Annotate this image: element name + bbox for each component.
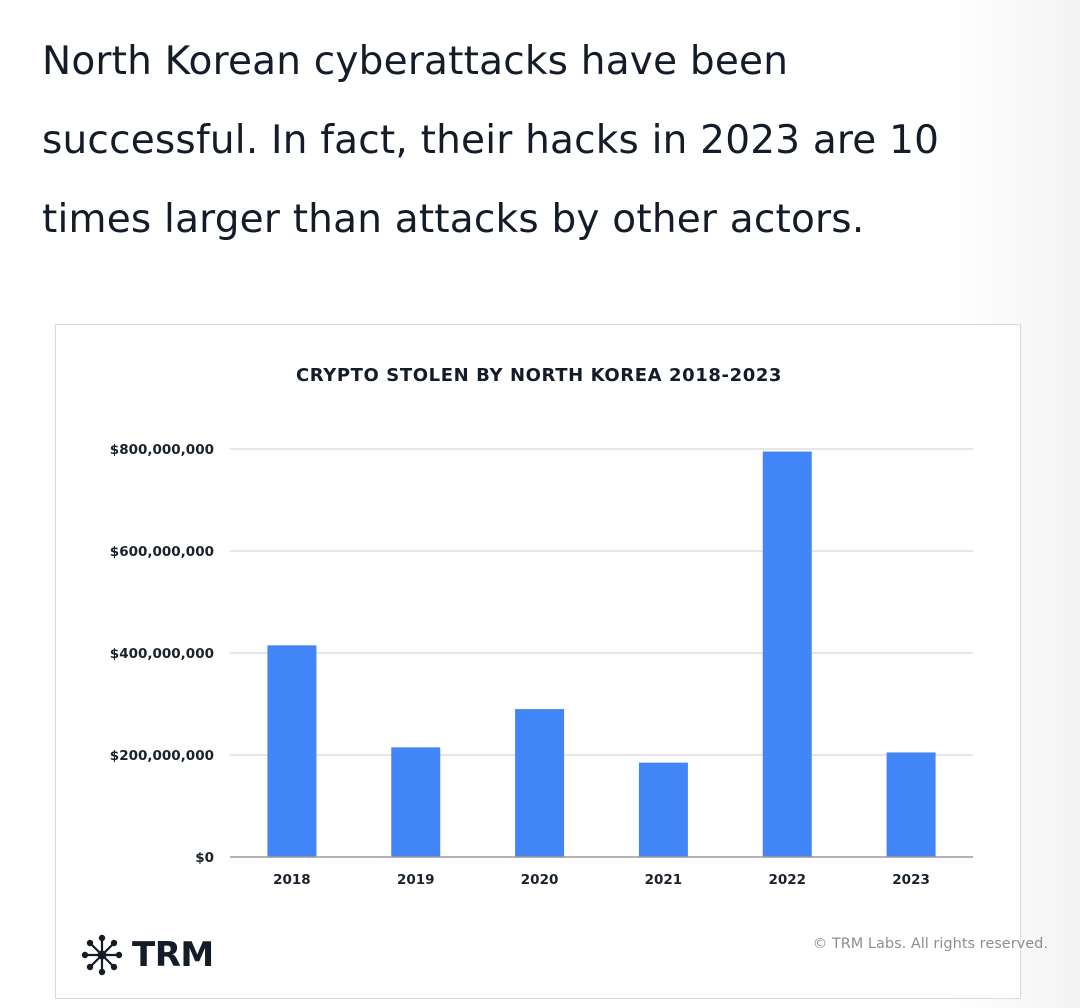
x-tick-label: 2021 <box>645 872 683 888</box>
copyright-notice: © TRM Labs. All rights reserved. <box>812 936 1048 952</box>
headline-line-1: North Korean cyberattacks have been <box>42 39 789 84</box>
network-node-icon <box>81 934 123 976</box>
bar-2021 <box>638 762 688 857</box>
x-tick-label: 2018 <box>273 872 311 888</box>
bar-2019 <box>391 747 441 857</box>
chart-title: CRYPTO STOLEN BY NORTH KOREA 2018-2023 <box>296 365 782 386</box>
bar-2020 <box>515 709 565 857</box>
chart-card: CRYPTO STOLEN BY NORTH KOREA 2018-2023 $… <box>55 324 1021 999</box>
bar-2018 <box>267 645 317 857</box>
bar-2022 <box>762 451 812 857</box>
headline-line-2: successful. In fact, their hacks in 2023… <box>42 118 940 163</box>
y-tick-label: $800,000,000 <box>110 442 214 458</box>
axes: $0 $200,000,000 $400,000,000 $600,000,000 $8… <box>110 442 973 888</box>
headline-line-3: times larger than attacks by other actor… <box>42 197 865 242</box>
y-tick-label: $200,000,000 <box>110 748 214 764</box>
bar-chart: CRYPTO STOLEN BY NORTH KOREA 2018-2023 $… <box>110 365 973 888</box>
x-tick-label: 2023 <box>892 872 930 888</box>
headline: North Korean cyberattacks have been succ… <box>42 22 1042 259</box>
logo-text: TRM <box>132 935 214 975</box>
x-tick-label: 2022 <box>768 872 806 888</box>
trm-logo: TRM <box>80 933 214 977</box>
x-tick-label: 2019 <box>397 872 435 888</box>
y-tick-label: $0 <box>195 850 214 866</box>
gridlines <box>230 448 973 756</box>
bar-2023 <box>886 752 936 857</box>
bars <box>267 451 936 857</box>
y-tick-label: $600,000,000 <box>110 544 214 560</box>
y-tick-label: $400,000,000 <box>110 646 214 662</box>
x-tick-label: 2020 <box>521 872 559 888</box>
